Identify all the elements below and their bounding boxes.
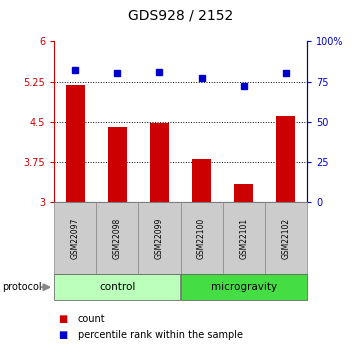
Text: count: count — [78, 314, 105, 324]
Bar — [192, 159, 211, 202]
Bar — [96, 202, 138, 274]
Bar — [234, 184, 253, 202]
Text: GSM22099: GSM22099 — [155, 217, 164, 259]
Bar — [54, 202, 96, 274]
Bar — [265, 202, 307, 274]
Bar — [276, 116, 295, 202]
Bar — [54, 274, 180, 300]
Text: GSM22101: GSM22101 — [239, 217, 248, 259]
Text: ■: ■ — [58, 330, 67, 339]
Bar — [223, 202, 265, 274]
Text: GSM22097: GSM22097 — [71, 217, 80, 259]
Bar — [108, 127, 127, 202]
Bar — [180, 274, 307, 300]
Text: GSM22100: GSM22100 — [197, 217, 206, 259]
Text: GDS928 / 2152: GDS928 / 2152 — [128, 9, 233, 22]
Text: microgravity: microgravity — [210, 282, 277, 292]
Bar — [180, 202, 223, 274]
Text: GSM22102: GSM22102 — [281, 217, 290, 259]
Text: control: control — [99, 282, 135, 292]
Text: GSM22098: GSM22098 — [113, 217, 122, 259]
Text: protocol: protocol — [2, 282, 42, 292]
Bar — [66, 85, 85, 202]
Text: percentile rank within the sample: percentile rank within the sample — [78, 330, 243, 339]
Bar — [138, 202, 180, 274]
Text: ■: ■ — [58, 314, 67, 324]
Bar — [150, 123, 169, 202]
